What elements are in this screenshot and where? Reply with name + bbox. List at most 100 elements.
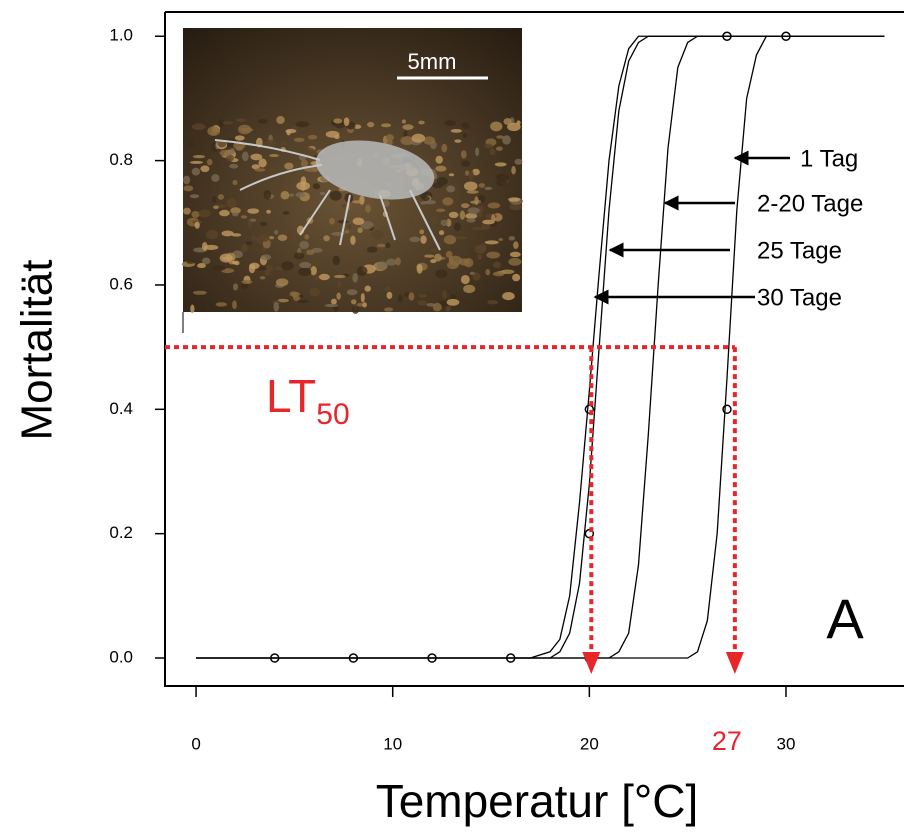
- pebble: [428, 216, 439, 224]
- pebble: [484, 240, 499, 245]
- pebble: [376, 243, 386, 248]
- pebble: [211, 174, 220, 182]
- pebble: [258, 158, 267, 168]
- pebble: [221, 121, 234, 125]
- pebble: [334, 134, 340, 140]
- pebble: [487, 299, 499, 305]
- pebble: [299, 240, 310, 250]
- data-point: [781, 31, 791, 41]
- pebble: [259, 221, 268, 226]
- pebble: [257, 119, 268, 124]
- pebble: [454, 236, 468, 240]
- pebble: [494, 162, 507, 167]
- pebble: [351, 305, 360, 314]
- pebble: [191, 167, 201, 176]
- pebble: [215, 302, 227, 307]
- pebble: [496, 179, 508, 187]
- pebble: [509, 203, 523, 211]
- pebble: [509, 251, 521, 258]
- pebble: [186, 260, 196, 264]
- pebble: [385, 134, 394, 142]
- pebble: [296, 299, 310, 304]
- pebble: [344, 268, 354, 275]
- pebble: [489, 148, 496, 156]
- pebble: [344, 229, 350, 234]
- pebble: [240, 127, 254, 132]
- pebble: [198, 209, 211, 218]
- pebble: [346, 224, 352, 229]
- pebble: [307, 134, 318, 140]
- pebble: [386, 291, 393, 300]
- pebble: [254, 168, 266, 172]
- pebble: [240, 215, 248, 219]
- pebble: [289, 193, 295, 197]
- pebble: [285, 128, 297, 134]
- pebble: [348, 131, 362, 139]
- pebble: [448, 256, 454, 264]
- pebble: [259, 276, 266, 280]
- pebble: [470, 200, 479, 204]
- pebble: [266, 209, 271, 214]
- y-tick-label: 0.6: [109, 274, 133, 293]
- pebble: [508, 257, 522, 266]
- pebble: [512, 273, 521, 282]
- data-point: [722, 404, 732, 415]
- y-tick-label: 0.0: [109, 648, 133, 667]
- pebble: [273, 301, 280, 312]
- pebble: [417, 300, 428, 306]
- pebble: [286, 233, 292, 241]
- pebble: [235, 118, 246, 122]
- pebble: [462, 132, 467, 139]
- pebble: [381, 123, 392, 128]
- pebble: [276, 115, 285, 125]
- pebble: [264, 139, 277, 147]
- pebble: [273, 202, 283, 208]
- x-tick-label: 0: [191, 734, 200, 753]
- pebble: [266, 264, 273, 273]
- pebble: [496, 135, 504, 139]
- pebble: [360, 221, 374, 230]
- pebble: [383, 307, 394, 312]
- pebble: [416, 263, 423, 274]
- pebble: [507, 122, 521, 132]
- pebble: [360, 292, 365, 303]
- plot-frame: [164, 11, 904, 687]
- pebble: [498, 238, 503, 242]
- data-point: [722, 31, 732, 41]
- pebble: [352, 273, 358, 283]
- pebble: [241, 279, 253, 285]
- pebble: [343, 117, 350, 127]
- pebble: [207, 126, 221, 137]
- pebble: [357, 227, 363, 234]
- pebble: [495, 173, 509, 182]
- pebble: [251, 164, 260, 170]
- pebble: [198, 262, 206, 267]
- pebble: [226, 198, 237, 208]
- pebble: [194, 221, 200, 229]
- pebble: [441, 143, 448, 153]
- pebble: [466, 218, 476, 223]
- pebble: [234, 135, 245, 141]
- pebble: [350, 299, 357, 305]
- pebble: [430, 248, 438, 253]
- pebble: [487, 202, 501, 209]
- pebble: [376, 261, 388, 271]
- pebble: [221, 230, 234, 237]
- pebble: [484, 186, 493, 191]
- pebble: [503, 118, 512, 125]
- pebble: [230, 207, 241, 214]
- pebble: [460, 160, 471, 167]
- pebble: [514, 158, 523, 165]
- pebble: [436, 176, 448, 186]
- pebble: [191, 123, 206, 131]
- data-point: [269, 653, 280, 663]
- pebble: [183, 175, 191, 185]
- pebble: [269, 166, 277, 177]
- pebble: [450, 128, 462, 133]
- pebble: [446, 218, 452, 227]
- pebble: [423, 136, 436, 145]
- pebble: [400, 136, 415, 146]
- pebble: [419, 229, 425, 235]
- pebble: [401, 119, 407, 124]
